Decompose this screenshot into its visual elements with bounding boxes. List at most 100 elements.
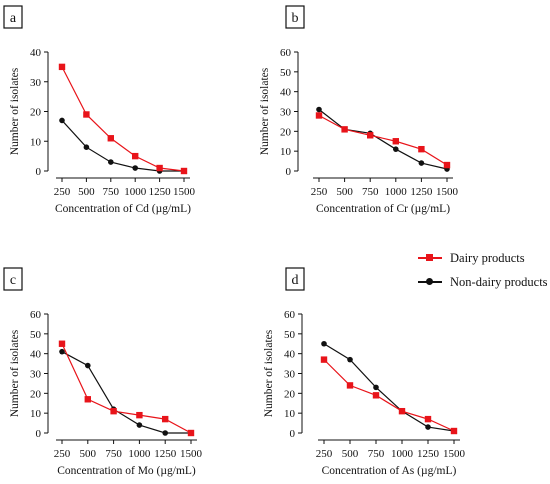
data-point-dairy	[162, 415, 169, 423]
data-point-dairy	[58, 340, 66, 347]
y-tick-label: 30	[280, 107, 292, 119]
data-point-non-dairy	[373, 384, 379, 391]
data-point-non-dairy	[85, 362, 91, 369]
panel-label-box	[285, 5, 305, 29]
x-tick-label: 750	[362, 186, 379, 198]
panel-label: c	[10, 273, 16, 288]
series-line-dairy	[323, 359, 455, 432]
x-axis-title: Concentration of Cr (µg/mL)	[316, 203, 450, 215]
x-tick-label: 250	[54, 186, 71, 198]
y-tick-label: 40	[280, 87, 292, 99]
y-tick-label: 50	[284, 329, 296, 341]
data-point-dairy	[180, 167, 188, 175]
data-point-non-dairy	[136, 422, 143, 428]
y-tick-label: 10	[284, 408, 296, 420]
x-tick-label: 1000	[391, 448, 414, 460]
data-point-dairy	[132, 152, 139, 160]
y-tick-label: 20	[280, 126, 292, 138]
y-tick-label: 20	[30, 107, 42, 119]
data-point-dairy	[418, 145, 425, 153]
legend-swatch-dairy	[418, 253, 442, 263]
y-tick-label: 50	[30, 329, 42, 341]
data-point-dairy	[450, 427, 458, 435]
y-tick-label: 10	[30, 408, 42, 420]
y-axis-title: Number of isolates	[9, 67, 21, 155]
data-point-non-dairy	[418, 160, 425, 166]
x-tick-label: 1250	[410, 186, 433, 198]
x-axis-title: Concentration of As (µg/mL)	[322, 465, 457, 477]
x-tick-label: 1500	[436, 186, 459, 198]
y-tick-label: 20	[284, 388, 296, 400]
data-point-non-dairy	[321, 340, 327, 347]
x-tick-label: 750	[105, 448, 122, 460]
series-line-dairy	[61, 66, 185, 172]
y-tick-label: 40	[30, 47, 42, 59]
x-tick-label: 250	[316, 448, 333, 460]
x-axis-title: Concentration of Mo (µg/mL)	[57, 465, 196, 477]
data-point-dairy	[398, 407, 406, 415]
data-point-non-dairy	[347, 356, 353, 363]
data-point-non-dairy	[393, 146, 399, 152]
legend-item-dairy: Dairy products	[418, 248, 548, 268]
x-tick-label: 250	[311, 186, 328, 198]
y-tick-label: 30	[30, 77, 42, 89]
y-tick-label: 50	[280, 67, 292, 79]
x-tick-label: 500	[78, 186, 95, 198]
y-tick-label: 20	[30, 388, 42, 400]
y-tick-label: 30	[30, 369, 42, 381]
y-axis-title: Number of isolates	[9, 329, 21, 417]
data-point-non-dairy	[425, 424, 431, 430]
y-axis-title: Number of isolates	[263, 329, 275, 417]
x-tick-label: 750	[103, 186, 120, 198]
data-point-dairy	[83, 111, 90, 118]
data-point-dairy	[341, 126, 348, 133]
series-line-non-dairy	[61, 351, 191, 434]
y-tick-label: 0	[290, 428, 296, 440]
data-point-non-dairy	[59, 117, 65, 124]
y-tick-label: 40	[30, 349, 42, 361]
data-point-dairy	[320, 356, 328, 363]
series-line-dairy	[318, 114, 448, 166]
x-tick-label: 1500	[180, 448, 203, 460]
legend-marker-circle	[426, 278, 433, 285]
x-axis-title: Concentration of Cd (µg/mL)	[55, 203, 191, 215]
data-point-dairy	[84, 396, 91, 403]
data-point-dairy	[346, 382, 354, 389]
chart-panel-a: a 0 10 20 30 40 250 500 750 1000 1250 1500 Concentra…	[3, 5, 196, 215]
data-point-dairy	[187, 429, 195, 437]
x-tick-label: 1500	[443, 448, 466, 460]
data-point-dairy	[372, 392, 380, 399]
chart-panel-d: d 0 10 20 30 40 50 60 250 500 750 1000 1250 1500 Conce…	[263, 267, 466, 477]
data-point-dairy	[58, 63, 66, 71]
data-point-dairy	[424, 415, 432, 423]
x-tick-label: 750	[368, 448, 385, 460]
x-tick-label: 250	[54, 448, 71, 460]
data-point-non-dairy	[132, 165, 138, 171]
data-point-dairy	[315, 112, 323, 119]
x-tick-label: 1500	[173, 186, 196, 198]
panel-label-box	[3, 267, 23, 291]
panel-label: a	[10, 11, 17, 26]
y-tick-label: 10	[280, 146, 292, 158]
y-tick-label: 60	[280, 47, 292, 59]
x-tick-label: 1000	[385, 186, 408, 198]
data-point-dairy	[107, 135, 114, 142]
y-axis-title: Number of isolates	[259, 67, 271, 155]
data-point-non-dairy	[162, 430, 168, 436]
panel-label: b	[292, 11, 299, 26]
series-line-dairy	[61, 343, 192, 434]
data-point-dairy	[367, 132, 374, 139]
data-point-dairy	[156, 164, 163, 172]
x-tick-label: 1250	[149, 186, 172, 198]
series-line-non-dairy	[318, 109, 448, 170]
y-tick-label: 10	[30, 136, 42, 148]
panel-label-box	[285, 267, 305, 291]
x-tick-label: 500	[80, 448, 97, 460]
y-tick-label: 30	[284, 369, 296, 381]
x-tick-label: 500	[336, 186, 353, 198]
x-tick-label: 1250	[154, 448, 177, 460]
data-point-non-dairy	[59, 348, 65, 355]
y-tick-label: 40	[284, 349, 296, 361]
panel-label: d	[292, 273, 299, 288]
chart-panel-c: c 0 10 20 30 40 50 60 250 500 750 1000 1250 1500 Conce…	[3, 267, 203, 477]
